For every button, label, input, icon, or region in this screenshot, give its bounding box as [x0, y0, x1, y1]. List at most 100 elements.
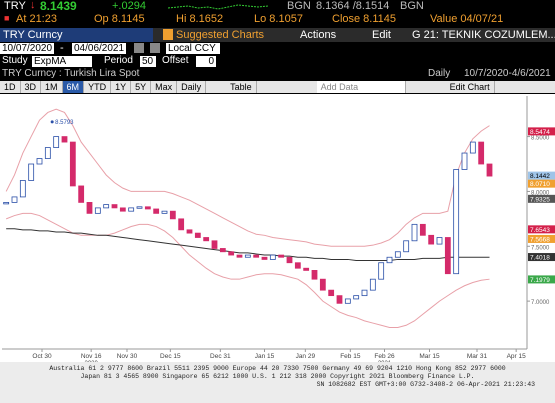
candle — [253, 254, 260, 258]
button[interactable]: 1Y — [111, 81, 132, 93]
label: Study — [2, 55, 28, 66]
chart-background — [0, 94, 555, 362]
button[interactable]: Add Data — [316, 81, 406, 93]
start-date[interactable]: 10/07/2020 — [0, 43, 55, 54]
y-tick-label: 7.0000 — [531, 300, 550, 306]
value-date: Value 04/07/21 — [430, 13, 504, 25]
candle — [303, 267, 310, 271]
edit-menu[interactable]: Edit — [372, 29, 391, 41]
candle — [278, 254, 285, 258]
candle — [169, 210, 176, 220]
candle — [203, 237, 210, 242]
ticker: TRY — [4, 0, 26, 12]
candle — [144, 206, 151, 210]
frequency: Daily — [428, 68, 451, 79]
price-flag — [528, 194, 555, 203]
year-label: 2020 — [84, 361, 98, 362]
candle — [436, 237, 443, 245]
actions-menu[interactable]: Actions — [300, 29, 337, 41]
page-menu[interactable]: G 21: TEKNIK COZUMLEM... — [412, 29, 555, 41]
study[interactable]: ExpMA — [32, 56, 92, 67]
source: BGN — [400, 0, 424, 12]
candle — [103, 204, 110, 209]
footer-line: Japan 81 3 4565 8900 Singapore 65 6212 1… — [80, 373, 475, 380]
candle — [11, 196, 18, 203]
candle — [153, 208, 160, 214]
x-tick-label: Jan 15 — [255, 353, 275, 360]
candle — [228, 251, 235, 256]
sparkline — [168, 4, 268, 10]
candle — [361, 289, 368, 297]
year-label: 2021 — [378, 361, 392, 362]
candle — [286, 256, 293, 264]
x-tick-label: Feb 26 — [374, 353, 395, 360]
close: Close 8.1145 — [332, 13, 397, 25]
candle — [411, 223, 418, 242]
button[interactable]: 5Y — [131, 81, 152, 93]
low: Lo 8.1057 — [254, 13, 303, 25]
price-flag — [528, 171, 555, 180]
price-flag-label: 7.5668 — [530, 236, 550, 243]
candle — [353, 295, 360, 300]
button[interactable]: Daily — [177, 81, 207, 93]
price-flag-label: 7.1979 — [530, 277, 550, 284]
price-flag-label: 8.0710 — [530, 181, 550, 188]
currency[interactable]: Local CCY — [166, 43, 220, 54]
dash: - — [60, 42, 64, 54]
suggested-charts[interactable]: Suggested Charts — [176, 29, 265, 41]
x-tick-label: Apr 15 — [507, 353, 527, 360]
candle — [136, 206, 143, 209]
price-flag-label: 8.5474 — [530, 129, 550, 136]
button[interactable]: 1D — [0, 81, 21, 93]
candle — [269, 254, 276, 260]
candle — [78, 185, 85, 203]
indicator: ■ — [4, 13, 10, 23]
candle — [403, 240, 410, 253]
period[interactable]: 50 — [140, 56, 156, 67]
candle — [219, 248, 226, 253]
candle — [369, 278, 376, 291]
candle — [344, 298, 351, 304]
button[interactable]: 3D — [20, 81, 42, 93]
price-flag-label: 7.9325 — [530, 196, 550, 203]
button[interactable]: Edit Chart — [445, 81, 495, 93]
last-price: 8.1439 — [40, 0, 77, 13]
candle — [428, 234, 435, 245]
candle — [53, 136, 60, 148]
end-date[interactable]: 04/06/2021 — [72, 43, 127, 54]
study-controls: Study ExpMA Period 50 Offset 0 — [0, 55, 555, 68]
security-field[interactable]: TRY Curncy — [0, 28, 153, 42]
offset[interactable]: 0 — [196, 56, 216, 67]
candle — [186, 229, 193, 234]
y-tick-label: 8.5000 — [531, 136, 550, 142]
x-tick-label: Oct 30 — [32, 353, 52, 360]
button[interactable]: YTD — [84, 81, 112, 93]
x-tick-label: Mar 15 — [419, 353, 440, 360]
toolbar: TRY Curncy Suggested Charts Actions Edit… — [0, 28, 555, 42]
quote-bar: TRY ↓ 8.1439 +.0294 BGN 8.1364 /8.1514 B… — [0, 0, 555, 14]
price-flag — [528, 127, 555, 136]
x-tick-label: Dec 31 — [210, 353, 231, 360]
button[interactable]: 1M — [41, 81, 63, 93]
annotation-label: 8.5793 — [55, 120, 74, 126]
candle — [61, 136, 68, 143]
label: Period — [104, 55, 133, 66]
price-flag — [528, 253, 555, 262]
calendar-icon[interactable] — [150, 43, 160, 53]
candle — [69, 141, 76, 187]
candle — [461, 152, 468, 170]
candle — [311, 270, 318, 280]
candle — [161, 210, 168, 214]
annotation-marker — [50, 120, 54, 124]
candle — [211, 240, 218, 249]
info-bar: TRY Curncy : Turkish Lira Spot Daily 10/… — [0, 68, 555, 81]
calendar-icon[interactable] — [134, 43, 144, 53]
button[interactable]: 6M — [62, 81, 85, 93]
button[interactable]: Table — [226, 81, 257, 93]
icon — [163, 29, 173, 40]
security-name: TRY Curncy : Turkish Lira Spot — [2, 68, 140, 79]
candle — [419, 223, 426, 236]
footer-line: Australia 61 2 9777 8600 Brazil 5511 239… — [49, 365, 506, 372]
button[interactable]: Max — [151, 81, 178, 93]
